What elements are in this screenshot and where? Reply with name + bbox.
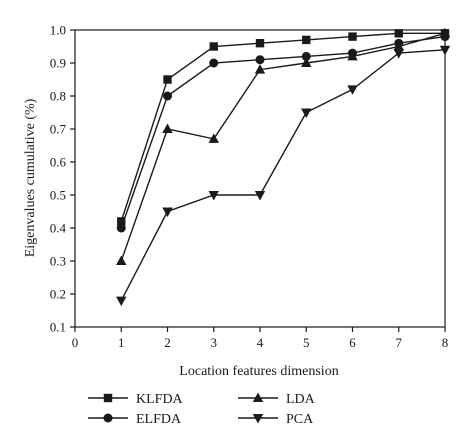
y-tick-label: 0.2: [50, 287, 66, 302]
legend-label-pca: PCA: [286, 412, 314, 427]
data-point-pca: [162, 207, 173, 217]
x-tick-label: 5: [303, 335, 310, 350]
data-point-elfda: [255, 55, 265, 65]
y-tick-label: 1.0: [50, 23, 66, 38]
x-tick-label: 6: [349, 335, 356, 350]
series-line-pca: [120, 49, 446, 301]
series-lda: [116, 27, 451, 265]
legend-marker-elfda: [103, 413, 113, 423]
data-point-elfda: [209, 58, 219, 68]
y-tick-label: 0.1: [50, 320, 66, 335]
data-point-lda: [116, 255, 127, 265]
x-tick-label: 0: [72, 335, 79, 350]
legend-marker-klfda: [103, 393, 113, 403]
data-point-klfda: [394, 29, 403, 38]
series-line-elfda: [120, 35, 446, 229]
data-point-pca: [208, 191, 219, 201]
x-tick-label: 2: [164, 335, 171, 350]
data-point-pca: [347, 85, 358, 95]
series-line-lda: [120, 32, 446, 262]
y-tick-label: 0.5: [50, 188, 66, 203]
series-pca: [116, 45, 451, 307]
data-point-klfda: [255, 39, 265, 48]
y-tick-label: 0.4: [50, 221, 67, 236]
legend-item-elfda: ELFDA: [88, 412, 182, 427]
legend-label-elfda: ELFDA: [136, 412, 182, 427]
data-point-elfda: [163, 91, 172, 101]
x-tick-label: 7: [396, 335, 403, 350]
data-point-elfda: [116, 223, 126, 233]
y-tick-label: 0.8: [50, 89, 66, 104]
legend-label-klfda: KLFDA: [136, 392, 184, 407]
x-tick-label: 8: [442, 335, 449, 350]
data-point-klfda: [163, 75, 172, 84]
y-tick-label: 0.6: [50, 155, 67, 170]
y-tick-label: 0.3: [50, 254, 66, 269]
data-point-lda: [162, 123, 173, 133]
x-axis-label: Location features dimension: [179, 364, 338, 379]
data-point-pca: [254, 191, 266, 201]
data-point-klfda: [117, 217, 126, 226]
series-line-klfda: [120, 32, 445, 222]
legend-marker-lda: [252, 392, 264, 402]
y-tick-label: 0.9: [50, 56, 66, 71]
series-layer: [116, 27, 451, 307]
x-tick-label: 1: [118, 335, 125, 350]
legend-item-klfda: KLFDA: [88, 392, 184, 407]
data-point-lda: [254, 64, 266, 74]
data-point-lda: [208, 133, 219, 143]
legend: KLFDA ELFDA LDA PCA: [88, 392, 316, 427]
y-tick-label: 0.7: [50, 122, 67, 137]
data-point-klfda: [302, 35, 311, 45]
data-point-lda: [301, 57, 312, 67]
x-tick-label: 4: [257, 335, 264, 350]
legend-marker-pca: [252, 414, 264, 424]
data-point-pca: [439, 45, 451, 56]
data-point-klfda: [209, 42, 218, 51]
data-point-klfda: [348, 32, 357, 41]
data-point-pca: [116, 296, 127, 307]
data-point-lda: [393, 41, 404, 51]
data-point-pca: [301, 108, 312, 118]
data-point-elfda: [301, 51, 311, 61]
x-tick-label: 3: [211, 335, 218, 350]
legend-item-lda: LDA: [238, 392, 316, 407]
data-point-lda: [439, 27, 451, 38]
data-point-pca: [393, 49, 404, 59]
y-axis-label: Eigenvalues cumulative (%): [23, 98, 38, 257]
axes: 0 1 2 3 4 5 6 7 8 0.1 0.2 0.3 0.4 0.5 0.6 0.7 0.8 0.9 1.0: [50, 23, 449, 351]
legend-label-lda: LDA: [286, 392, 316, 407]
legend-item-pca: PCA: [238, 412, 314, 427]
data-point-lda: [347, 50, 358, 61]
